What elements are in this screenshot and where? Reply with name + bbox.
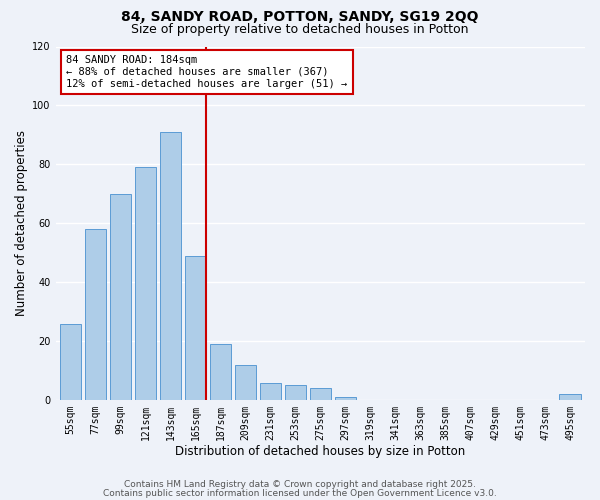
X-axis label: Distribution of detached houses by size in Potton: Distribution of detached houses by size … bbox=[175, 444, 466, 458]
Bar bbox=[110, 194, 131, 400]
Text: Size of property relative to detached houses in Potton: Size of property relative to detached ho… bbox=[131, 22, 469, 36]
Text: Contains HM Land Registry data © Crown copyright and database right 2025.: Contains HM Land Registry data © Crown c… bbox=[124, 480, 476, 489]
Bar bbox=[160, 132, 181, 400]
Bar bbox=[260, 382, 281, 400]
Bar bbox=[60, 324, 81, 400]
Text: 84 SANDY ROAD: 184sqm
← 88% of detached houses are smaller (367)
12% of semi-det: 84 SANDY ROAD: 184sqm ← 88% of detached … bbox=[66, 56, 347, 88]
Bar bbox=[210, 344, 231, 400]
Bar bbox=[85, 230, 106, 400]
Bar bbox=[310, 388, 331, 400]
Bar bbox=[185, 256, 206, 400]
Bar bbox=[559, 394, 581, 400]
Bar bbox=[235, 365, 256, 400]
Bar bbox=[335, 398, 356, 400]
Bar bbox=[135, 168, 156, 400]
Text: Contains public sector information licensed under the Open Government Licence v3: Contains public sector information licen… bbox=[103, 488, 497, 498]
Y-axis label: Number of detached properties: Number of detached properties bbox=[15, 130, 28, 316]
Bar bbox=[284, 386, 306, 400]
Text: 84, SANDY ROAD, POTTON, SANDY, SG19 2QQ: 84, SANDY ROAD, POTTON, SANDY, SG19 2QQ bbox=[121, 10, 479, 24]
